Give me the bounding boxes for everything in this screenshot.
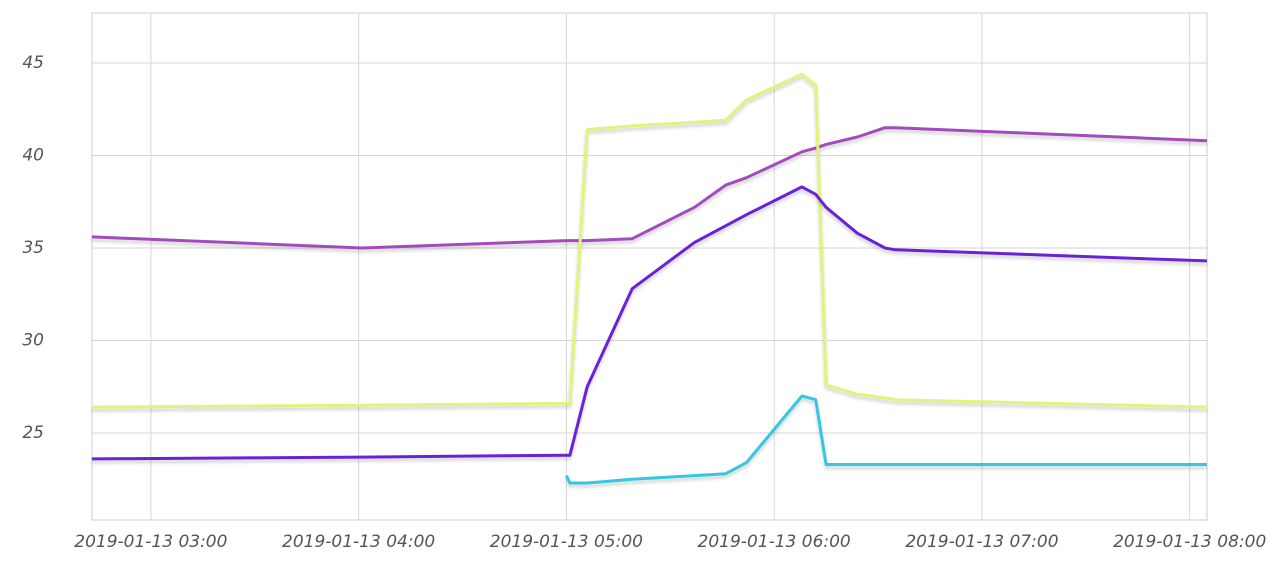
y-tick-label: 45	[22, 53, 44, 73]
x-tick-label: 2019-01-13 08:00	[1113, 532, 1266, 552]
plot-frame	[91, 12, 1208, 521]
x-tick-label: 2019-01-13 04:00	[282, 532, 435, 552]
x-tick-label: 2019-01-13 07:00	[905, 532, 1058, 552]
y-tick-label: 25	[22, 423, 44, 443]
y-tick-label: 30	[22, 331, 44, 351]
x-tick-label: 2019-01-13 06:00	[698, 532, 851, 552]
data-line	[91, 126, 1208, 250]
x-tick-label: 2019-01-13 05:00	[490, 532, 643, 552]
y-tick-label: 35	[22, 238, 44, 258]
x-tick-label: 2019-01-13 03:00	[74, 532, 227, 552]
data-line	[91, 185, 1208, 461]
data-line	[565, 394, 1207, 485]
y-tick-label: 40	[22, 145, 44, 165]
data-line	[91, 72, 1208, 409]
